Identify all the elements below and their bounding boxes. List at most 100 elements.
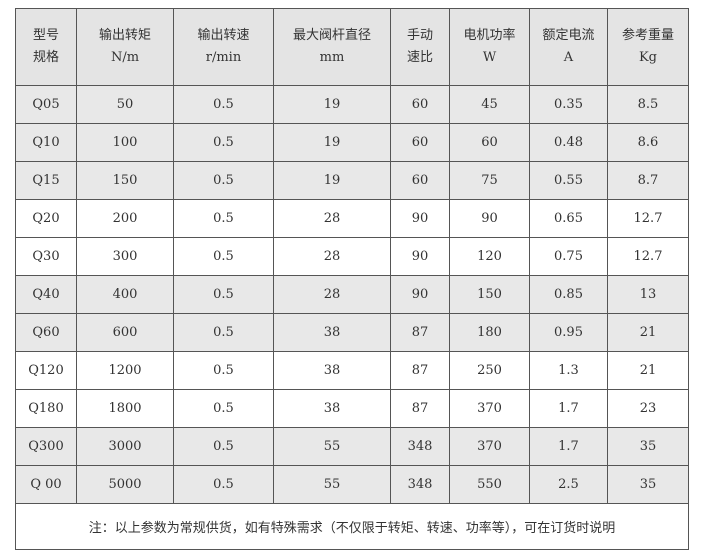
table-cell: 1800 xyxy=(76,389,174,428)
table-cell: Q05 xyxy=(15,85,77,124)
table-cell: 90 xyxy=(390,237,450,276)
table-cell: 300 xyxy=(76,237,174,276)
table-cell: 23 xyxy=(607,389,689,428)
table-cell: 87 xyxy=(390,313,450,352)
column-header-unit: r/min xyxy=(205,50,242,65)
table-cell: 370 xyxy=(449,389,530,428)
column-header-title: 手动 xyxy=(406,28,433,43)
table-cell: 0.85 xyxy=(529,275,608,314)
table-cell: 87 xyxy=(390,389,450,428)
table-row: Q180 1800 0.5 38 87 370 1.7 23 xyxy=(15,389,689,428)
table-cell: 60 xyxy=(390,123,450,162)
table-cell: 60 xyxy=(449,123,530,162)
column-header-unit: W xyxy=(482,50,497,65)
table-cell: 90 xyxy=(449,199,530,238)
column-header: 电机功率 W xyxy=(449,8,530,86)
column-header: 手动 速比 xyxy=(390,8,450,86)
table-cell: 19 xyxy=(273,85,391,124)
table-row: Q30 300 0.5 28 90 120 0.75 12.7 xyxy=(15,237,689,276)
column-header: 最大阀杆直径 mm xyxy=(273,8,391,86)
table-cell: 180 xyxy=(449,313,530,352)
table-cell: 12.7 xyxy=(607,237,689,276)
column-header-title: 参考重量 xyxy=(621,28,674,43)
table-cell: 0.75 xyxy=(529,237,608,276)
table-cell: 35 xyxy=(607,465,689,504)
table-cell: 250 xyxy=(449,351,530,390)
table-cell: 0.5 xyxy=(173,275,274,314)
table-cell: Q30 xyxy=(15,237,77,276)
column-header-title: 型号 xyxy=(32,28,59,43)
table-cell: 0.35 xyxy=(529,85,608,124)
table-row: Q10 100 0.5 19 60 60 0.48 8.6 xyxy=(15,123,689,162)
table-cell: 28 xyxy=(273,199,391,238)
table-cell: 1.3 xyxy=(529,351,608,390)
table-row: Q60 600 0.5 38 87 180 0.95 21 xyxy=(15,313,689,352)
table-cell: 0.55 xyxy=(529,161,608,200)
table-cell: 38 xyxy=(273,313,391,352)
table-cell: Q15 xyxy=(15,161,77,200)
note-row: 注：以上参数为常规供货，如有特殊需求（不仅限于转矩、转速、功率等），可在订货时说… xyxy=(15,503,689,550)
table-cell: 1.7 xyxy=(529,389,608,428)
table-cell: 200 xyxy=(76,199,174,238)
table-cell: 0.5 xyxy=(173,199,274,238)
table-cell: 28 xyxy=(273,275,391,314)
table-cell: 19 xyxy=(273,123,391,162)
table-cell: 55 xyxy=(273,465,391,504)
table-cell: 50 xyxy=(76,85,174,124)
table-cell: 38 xyxy=(273,351,391,390)
table-cell: Q60 xyxy=(15,313,77,352)
table-cell: 600 xyxy=(76,313,174,352)
column-header: 输出转速 r/min xyxy=(173,8,274,86)
table-row: Q 00 5000 0.5 55 348 550 2.5 35 xyxy=(15,465,689,504)
table-cell: 45 xyxy=(449,85,530,124)
table-cell: 21 xyxy=(607,313,689,352)
column-header-unit: A xyxy=(563,50,574,65)
table-cell: 8.6 xyxy=(607,123,689,162)
column-header-unit: 速比 xyxy=(406,50,433,65)
table-cell: Q300 xyxy=(15,427,77,466)
table-cell: 0.95 xyxy=(529,313,608,352)
table-cell: 19 xyxy=(273,161,391,200)
table-cell: 12.7 xyxy=(607,199,689,238)
table-row: Q20 200 0.5 28 90 90 0.65 12.7 xyxy=(15,199,689,238)
table-cell: 90 xyxy=(390,199,450,238)
table-cell: Q120 xyxy=(15,351,77,390)
table-cell: 55 xyxy=(273,427,391,466)
column-header-unit: mm xyxy=(319,50,345,65)
table-cell: 0.5 xyxy=(173,389,274,428)
table-cell: 87 xyxy=(390,351,450,390)
table-cell: 120 xyxy=(449,237,530,276)
column-header-title: 输出转矩 xyxy=(98,28,151,43)
table-cell: 0.5 xyxy=(173,85,274,124)
table-row: Q300 3000 0.5 55 348 370 1.7 35 xyxy=(15,427,689,466)
table-cell: 60 xyxy=(390,85,450,124)
table-row: Q05 50 0.5 19 60 45 0.35 8.5 xyxy=(15,85,689,124)
column-header: 额定电流 A xyxy=(529,8,608,86)
table-cell: 150 xyxy=(76,161,174,200)
table-row: Q120 1200 0.5 38 87 250 1.3 21 xyxy=(15,351,689,390)
header-row: 型号 规格 输出转矩 N/m 输出转速 r/min 最大阀杆直径 mm 手动 速比 电机功率 W 额定电… xyxy=(15,8,689,86)
column-header-unit: Kg xyxy=(638,50,658,65)
table-cell: 0.5 xyxy=(173,351,274,390)
table-row: Q15 150 0.5 19 60 75 0.55 8.7 xyxy=(15,161,689,200)
table-cell: 21 xyxy=(607,351,689,390)
table-cell: Q10 xyxy=(15,123,77,162)
column-header: 参考重量 Kg xyxy=(607,8,689,86)
table-cell: 5000 xyxy=(76,465,174,504)
table-cell: 1200 xyxy=(76,351,174,390)
table-cell: 0.5 xyxy=(173,427,274,466)
table-cell: 348 xyxy=(390,427,450,466)
table-cell: 3000 xyxy=(76,427,174,466)
column-header: 输出转矩 N/m xyxy=(76,8,174,86)
table-cell: 13 xyxy=(607,275,689,314)
table-cell: Q20 xyxy=(15,199,77,238)
column-header: 型号 规格 xyxy=(15,8,77,86)
table-cell: 0.5 xyxy=(173,161,274,200)
table-cell: 0.5 xyxy=(173,123,274,162)
table-cell: 0.5 xyxy=(173,465,274,504)
table-cell: 38 xyxy=(273,389,391,428)
column-header-title: 最大阀杆直径 xyxy=(292,28,371,43)
table-cell: 0.5 xyxy=(173,237,274,276)
table-cell: 348 xyxy=(390,465,450,504)
table-cell: 1.7 xyxy=(529,427,608,466)
